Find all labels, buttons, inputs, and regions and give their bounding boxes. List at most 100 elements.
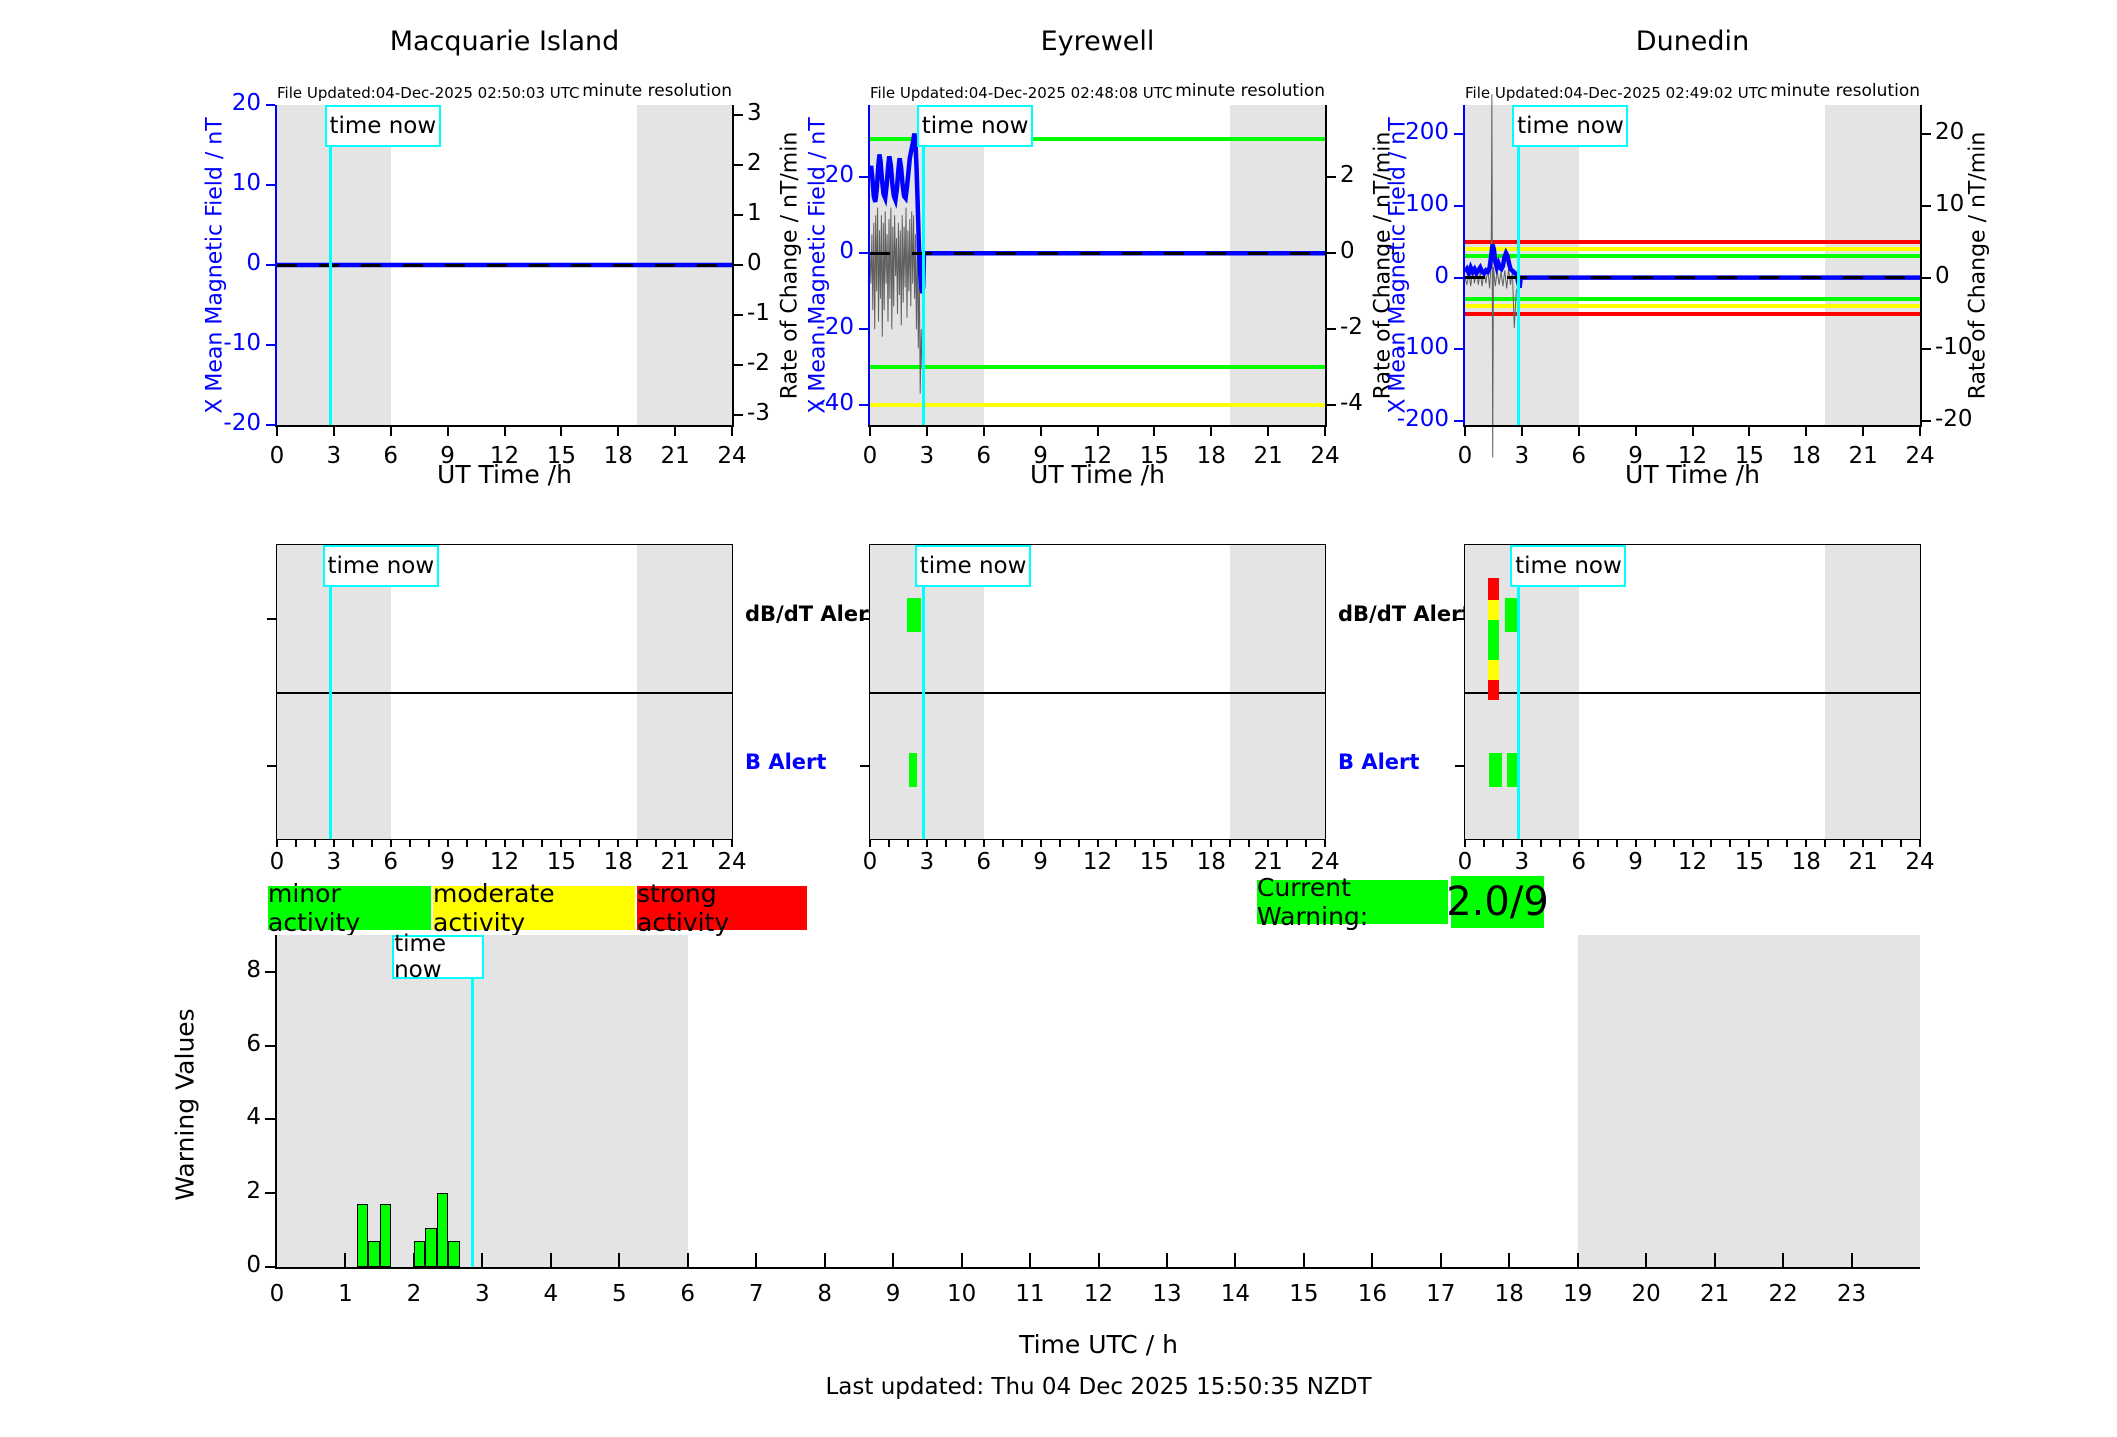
x-tick (560, 839, 563, 847)
warning-value-bar (436, 1193, 449, 1267)
x-tick-label: 21 (1848, 443, 1878, 469)
dbdt-alert-bar (906, 598, 922, 632)
x-tick (1767, 839, 1770, 847)
file-updated-macquarie: File Updated:04-Dec-2025 02:50:03 UTC (277, 84, 580, 102)
x-tick (1020, 839, 1023, 847)
x-tick (1039, 839, 1042, 847)
x-tick-label: 3 (475, 1281, 490, 1307)
y-tick-right (1922, 420, 1931, 423)
x-tick (1850, 1253, 1853, 1267)
x-tick (1134, 839, 1137, 847)
x-tick (636, 839, 639, 847)
y-tick-label-right: 0 (1340, 238, 1355, 265)
x-tick (731, 427, 733, 436)
row-tick (1455, 764, 1464, 767)
y-tick-right (734, 414, 743, 416)
x-tick (276, 839, 278, 847)
y-tick-left (1454, 348, 1463, 351)
y-tick-left (266, 184, 275, 186)
x-tick-label: 15 (546, 443, 577, 469)
x-tick-label: 18 (1791, 849, 1821, 875)
x-tick (1501, 839, 1504, 847)
right-spine (1325, 105, 1327, 425)
magnetic-field-series (867, 133, 1325, 394)
y-tick-left (265, 1118, 275, 1121)
y-tick-label-left: -20 (223, 410, 261, 436)
threshold-line (1465, 254, 1920, 258)
x-tick (1324, 839, 1326, 847)
x-tick-label: 9 (885, 1281, 901, 1307)
y-tick-left (859, 252, 868, 255)
x-tick (1286, 839, 1289, 847)
y-tick-label-right: -4 (1340, 390, 1363, 417)
time-now-line (921, 105, 925, 425)
x-tick (1710, 839, 1713, 847)
x-tick-label: 18 (1494, 1281, 1524, 1307)
x-tick (389, 839, 392, 847)
x-tick (1115, 839, 1118, 847)
x-tick-label: 5 (611, 1281, 627, 1307)
x-tick (465, 839, 468, 847)
warning-value-bar (356, 1204, 369, 1267)
x-tick (1919, 427, 1921, 436)
x-tick (1729, 839, 1732, 847)
x-tick (313, 839, 316, 847)
time-now-line (1516, 105, 1520, 425)
threshold-line (1465, 297, 1920, 302)
x-tick (1153, 427, 1156, 436)
y-tick-right (1922, 276, 1931, 279)
current-warning-value: 2.0/9 (1446, 876, 1549, 928)
y-tick-right (734, 114, 743, 116)
x-tick-label: 8 (817, 1281, 832, 1307)
y-tick-left (1454, 132, 1463, 135)
x-tick (351, 839, 354, 847)
x-tick-label: 15 (1734, 443, 1765, 469)
x-tick (1058, 839, 1061, 847)
threshold-line (1465, 304, 1920, 309)
dbdt-alert-bar (1487, 600, 1500, 620)
x-tick (427, 839, 430, 847)
x-tick-label: 6 (1571, 849, 1587, 875)
bottom-spine (275, 1267, 1920, 1269)
alert-row-divider (277, 692, 732, 694)
x-tick-label: 18 (603, 443, 633, 469)
y-tick-label-right: 3 (747, 100, 762, 126)
x-tick (1210, 427, 1213, 436)
x-tick-label: 18 (603, 849, 633, 875)
x-tick (1824, 839, 1827, 847)
x-tick (674, 839, 677, 847)
y-tick-left (265, 1044, 275, 1047)
x-tick (906, 839, 909, 847)
row-tick (267, 617, 276, 620)
night-shading-band (1577, 935, 1920, 1267)
x-tick (1653, 839, 1656, 847)
y-tick-left (266, 264, 275, 266)
x-tick-label: 2 (406, 1281, 422, 1307)
current-warning-label: Current Warning: (1257, 873, 1448, 931)
x-tick (1782, 1253, 1785, 1267)
x-tick (1881, 839, 1884, 847)
x-tick (1786, 839, 1789, 847)
file-updated-eyrewell: File Updated:04-Dec-2025 02:48:08 UTC (870, 84, 1173, 102)
x-tick (276, 427, 278, 436)
dbdt-alert-label-1: dB/dT Alert (745, 602, 879, 626)
x-tick (1096, 427, 1099, 436)
x-tick-label: 21 (660, 443, 690, 469)
y-tick-label-right: -1 (747, 300, 770, 326)
x-tick (1302, 1253, 1305, 1267)
x-tick-label: 3 (326, 849, 342, 875)
x-tick-label: 3 (919, 443, 935, 469)
x-tick-label: 12 (489, 443, 520, 469)
y-tick-label-right: 0 (747, 250, 762, 276)
x-tick (1229, 839, 1232, 847)
b-alert-bar (1506, 753, 1518, 787)
resolution-label-macquarie: minute resolution (582, 81, 732, 101)
dbdt-alert-bar (1487, 680, 1500, 700)
zero-dashed-line (1465, 276, 1920, 280)
y-tick-left (265, 970, 275, 973)
x-tick (1234, 1253, 1237, 1267)
x-tick (1153, 839, 1156, 847)
x-tick-label: 15 (546, 849, 577, 875)
x-tick (598, 839, 601, 847)
time-now-flag: time now (1510, 545, 1627, 587)
